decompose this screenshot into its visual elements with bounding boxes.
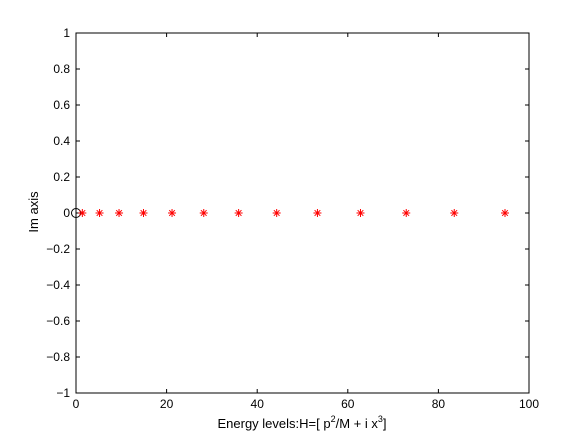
data-point-asterisk xyxy=(356,209,365,217)
y-tick-label: 0.2 xyxy=(53,170,70,184)
data-point-asterisk xyxy=(500,209,509,217)
x-axis-label-middle: /M + i x xyxy=(336,416,379,431)
data-point-asterisk xyxy=(199,209,208,217)
data-point-asterisk xyxy=(115,209,124,217)
x-axis-label-prefix: Energy levels:H=[ p xyxy=(217,416,330,431)
x-tick-label: 0 xyxy=(73,397,80,411)
x-tick-label: 60 xyxy=(341,397,355,411)
x-tick-label: 100 xyxy=(519,397,539,411)
data-point-asterisk xyxy=(402,209,411,217)
data-point-asterisk xyxy=(139,209,148,217)
y-tick-label: 0.6 xyxy=(53,98,70,112)
y-tick-label: −0.6 xyxy=(46,314,70,328)
data-point-asterisk xyxy=(272,209,281,217)
y-tick-label: 0.4 xyxy=(53,134,70,148)
x-axis-label: Energy levels:H=[ p2/M + i x3] xyxy=(217,414,386,431)
y-tick-label: −1 xyxy=(56,386,70,400)
y-axis-label: Im axis xyxy=(26,191,41,233)
x-axis-label-suffix: ] xyxy=(383,416,387,431)
x-tick-label: 20 xyxy=(160,397,174,411)
x-tick-label: 80 xyxy=(432,397,446,411)
tick-labels: 0 20 40 60 80 100 −1 −0.8 −0.6 −0.4 −0.2 0 0.2 0.4 0.6… xyxy=(46,26,539,411)
x-axis-label-sup2: 3 xyxy=(378,414,383,424)
data-point-asterisk xyxy=(313,209,322,217)
y-tick-label: −0.4 xyxy=(46,278,70,292)
x-axis-label-sup1: 2 xyxy=(331,414,336,424)
data-point-asterisk xyxy=(78,209,87,217)
markers xyxy=(71,208,509,218)
ticks xyxy=(75,32,530,394)
x-tick-label: 40 xyxy=(251,397,265,411)
y-tick-label: 1 xyxy=(63,26,70,40)
data-point-asterisk xyxy=(450,209,459,217)
y-tick-label: −0.2 xyxy=(46,242,70,256)
data-point-asterisk xyxy=(234,209,243,217)
y-tick-label: 0.8 xyxy=(53,62,70,76)
data-point-asterisk xyxy=(168,209,177,217)
y-tick-label: 0 xyxy=(63,206,70,220)
data-point-asterisk xyxy=(95,209,104,217)
y-tick-label: −0.8 xyxy=(46,350,70,364)
